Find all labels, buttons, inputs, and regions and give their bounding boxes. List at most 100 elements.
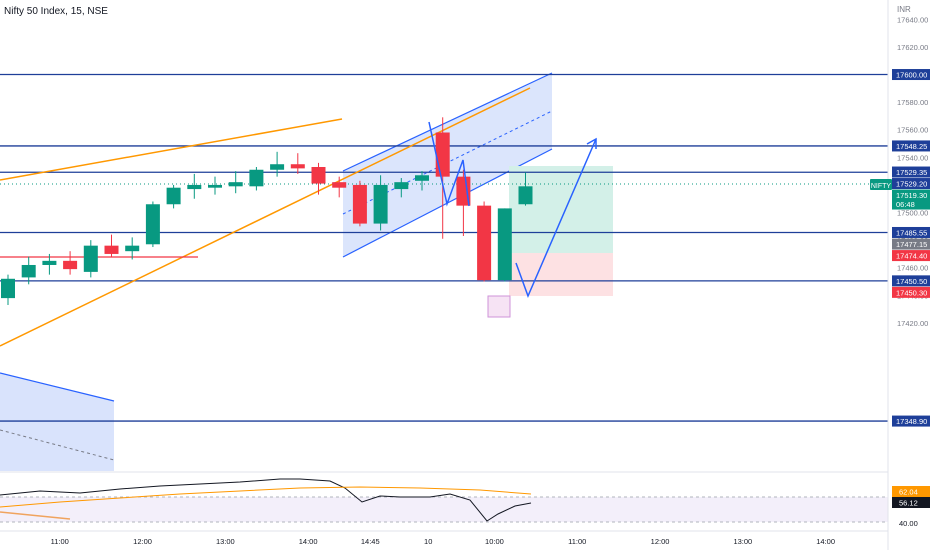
falling-channel-line[interactable] (0, 372, 115, 402)
price-label-box (892, 189, 930, 210)
candle-body-8[interactable] (166, 187, 181, 205)
price-label-subtext: 06:48 (896, 200, 915, 209)
price-labels: 17600.00 17548.25 17529.35 17529.20 17519.30… (892, 69, 930, 427)
indicator-line-signal (0, 486, 532, 508)
time-tick-label: 10:00 (485, 537, 504, 546)
candle-body-5[interactable] (104, 245, 119, 254)
candle-body-1[interactable] (21, 264, 36, 278)
chart-title: Nifty 50 Index, 15, NSE (4, 6, 108, 17)
price-label-text: 17474.40 (896, 252, 927, 261)
candle-body-23[interactable] (477, 205, 492, 281)
falling-channel-fill[interactable] (0, 373, 114, 471)
projection-path-zigzag[interactable] (428, 121, 470, 207)
indicator-pane[interactable] (0, 471, 888, 523)
candle-body-11[interactable] (228, 182, 243, 187)
trend-lines (0, 87, 888, 347)
indicator-line-main (0, 478, 532, 522)
falling-channel-mid[interactable] (0, 429, 115, 461)
candle-body-19[interactable] (394, 182, 409, 190)
price-tick-label: 17420.00 (897, 319, 928, 328)
projection-paths (428, 121, 597, 299)
price-label-text: 17485.55 (896, 228, 927, 237)
drawings-background (0, 72, 613, 471)
price-label-text: 17529.35 (896, 168, 927, 177)
price-label-box (892, 250, 930, 262)
candle-body-2[interactable] (42, 260, 57, 265)
indicator-label-dark-bg (892, 497, 930, 508)
candle-body-4[interactable] (83, 245, 98, 272)
time-tick-label: 12:00 (651, 537, 670, 546)
candle-body-21[interactable] (435, 132, 450, 177)
price-label-box (892, 275, 930, 287)
indicator-line-low (0, 511, 71, 520)
time-tick-label: 12:00 (133, 537, 152, 546)
candle-body-7[interactable] (145, 204, 160, 245)
candle-body-22[interactable] (456, 176, 471, 206)
time-tick-label: 14:45 (361, 537, 380, 546)
price-label-box (892, 226, 930, 238)
price-tick-label: 17460.00 (897, 264, 928, 273)
candle-body-18[interactable] (373, 184, 388, 224)
orange-trendline-upper[interactable] (0, 118, 343, 181)
indicator-label-orange-bg (892, 486, 930, 497)
time-tick-label: 11:00 (568, 537, 586, 546)
candle-body-25[interactable] (518, 186, 533, 205)
price-label-text: 17519.30 (896, 191, 927, 200)
price-tick-label: 17500.00 (897, 209, 928, 218)
time-tick-label: 13:00 (216, 537, 235, 546)
highlight-box[interactable] (487, 295, 511, 318)
price-tick-label: 17540.00 (897, 153, 928, 162)
price-tick-label: 17560.00 (897, 126, 928, 135)
currency-label: INR (897, 5, 911, 14)
price-label-box (892, 166, 930, 178)
price-label-box (892, 140, 930, 152)
price-label-text: 17477.15 (896, 240, 927, 249)
price-label-text: 17548.25 (896, 142, 927, 151)
candle-body-16[interactable] (332, 182, 347, 188)
indicator-tick-40: 40.00 (899, 519, 918, 528)
time-axis[interactable]: 11:00 12:00 13:00 14:00 14:45 10 10:00 11:00 12:… (0, 530, 888, 546)
price-label-text: 17600.00 (896, 71, 927, 80)
price-label-box (892, 69, 930, 81)
candle-body-10[interactable] (208, 184, 222, 188)
candle-body-17[interactable] (352, 184, 367, 224)
long-position-profit-zone[interactable] (509, 166, 613, 253)
indicator-band (0, 497, 888, 522)
price-tick-label: 17640.00 (897, 15, 928, 24)
price-label-text: 17529.20 (896, 180, 927, 189)
candles (1, 117, 533, 306)
candle-body-6[interactable] (125, 245, 140, 252)
symbol-badge: NIFTY (871, 183, 892, 190)
candle-body-24[interactable] (497, 208, 512, 281)
price-label-box (892, 178, 930, 190)
channel-upper-line[interactable] (342, 72, 553, 172)
price-label-text: 17348.90 (896, 417, 927, 426)
indicator-label-dark: 56.12 (899, 499, 918, 508)
time-tick-label: 14:00 (299, 537, 318, 546)
time-tick-label: 11:00 (51, 537, 69, 546)
symbol-badge-bg (870, 179, 892, 190)
candle-body-3[interactable] (63, 260, 78, 270)
price-label-box (892, 415, 930, 427)
price-axis[interactable]: 17420.0017440.0017460.0017480.0017500.00… (887, 0, 928, 550)
candle-body-0[interactable] (1, 278, 15, 299)
price-tick-label: 17620.00 (897, 43, 928, 52)
candle-body-13[interactable] (270, 164, 285, 170)
candle-body-14[interactable] (290, 164, 305, 169)
candle-body-15[interactable] (311, 166, 326, 184)
indicator-label-orange: 62.04 (899, 488, 918, 497)
time-tick-label: 14:00 (816, 537, 835, 546)
long-position-loss-zone[interactable] (509, 253, 613, 296)
price-label-text: 17450.50 (896, 277, 927, 286)
time-tick-label: 10 (424, 537, 432, 546)
projection-arrowhead (586, 137, 597, 149)
candle-body-20[interactable] (415, 175, 429, 181)
candle-body-9[interactable] (187, 184, 202, 190)
price-label-text: 17450.30 (896, 288, 927, 297)
candle-body-12[interactable] (249, 169, 264, 187)
orange-trendline-lower[interactable] (0, 87, 531, 347)
projection-path-target[interactable] (515, 138, 597, 299)
price-label-box (892, 238, 930, 250)
